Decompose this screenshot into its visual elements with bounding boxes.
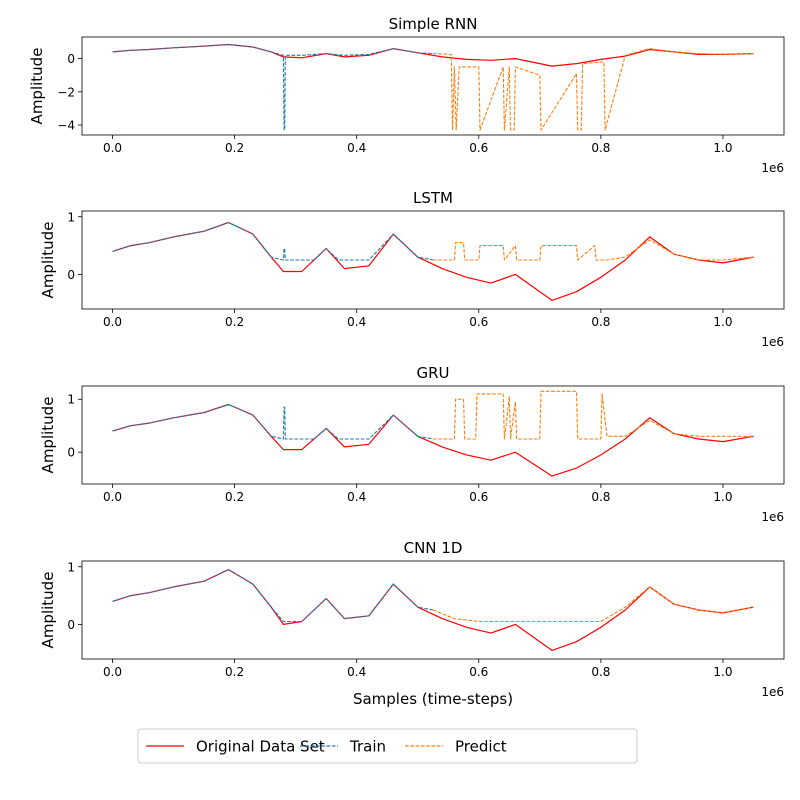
x-tick-label: 0.0 (103, 490, 122, 504)
x-tick-label: 0.0 (103, 141, 122, 155)
x-tick-label: 0.2 (225, 665, 244, 679)
legend-item-train: Train (300, 738, 386, 756)
x-tick-label: 1.0 (713, 490, 732, 504)
axes-frame (81, 560, 785, 660)
x-tick-label: 0.2 (225, 490, 244, 504)
legend-label: Original Data Set (196, 738, 325, 756)
subplot-gru: 0.0 0.2 0.4 0.6 0.8 1.0 0 1 1e6 GRU Amplitude (39, 364, 785, 524)
subplot-cnn-1d: 0.0 0.2 0.4 0.6 0.8 1.0 0 1 1e6 CNN 1D Amplitude Sa… (39, 539, 785, 708)
x-tick-label: 0.6 (469, 315, 488, 329)
y-tick-label: −4 (57, 119, 75, 133)
subplot-lstm: 0.0 0.2 0.4 0.6 0.8 1.0 0 1 1e6 LSTM Amplitude (39, 189, 785, 349)
x-tick-label: 0.4 (347, 141, 366, 155)
x-tick-label: 0.0 (103, 315, 122, 329)
series-line-train (112, 221, 434, 261)
axes-frame (81, 210, 785, 310)
x-tick-label: 1.0 (713, 665, 732, 679)
legend-item-original-data-set: Original Data Set (146, 738, 325, 756)
axes-frame (81, 36, 785, 136)
x-tick-label: 0.0 (103, 665, 122, 679)
x-tick-label: 0.8 (591, 490, 610, 504)
series-line-predict (432, 48, 754, 131)
subplot-title: Simple RNN (389, 15, 478, 33)
subplot-title: LSTM (413, 189, 453, 207)
y-tick-label: 1 (67, 393, 75, 407)
x-tick-label: 0.4 (347, 665, 366, 679)
x-offset-label: 1e6 (761, 335, 784, 349)
series-line-train (112, 403, 434, 440)
subplot-title: CNN 1D (404, 539, 463, 557)
y-axis-label: Amplitude (39, 222, 57, 299)
y-tick-label: 1 (67, 210, 75, 224)
y-tick-label: 0 (67, 618, 75, 632)
axes-frame (81, 385, 785, 485)
y-tick-label: 1 (67, 560, 75, 574)
x-offset-label: 1e6 (761, 685, 784, 699)
x-tick-label: 1.0 (713, 141, 732, 155)
series-group (112, 43, 754, 131)
x-axis-label: Samples (time-steps) (353, 690, 513, 708)
x-tick-label: 0.2 (225, 315, 244, 329)
x-tick-label: 0.6 (469, 490, 488, 504)
subplots-group: 0.0 0.2 0.4 0.6 0.8 1.0 0 −2 −4 1e6 Simple RNN Ampl… (28, 15, 785, 708)
x-tick-label: 0.6 (469, 665, 488, 679)
subplot-title: GRU (416, 364, 449, 382)
x-tick-label: 0.8 (591, 315, 610, 329)
x-tick-label: 0.2 (225, 141, 244, 155)
series-group (112, 221, 754, 301)
x-offset-label: 1e6 (761, 161, 784, 175)
series-line-train (112, 43, 434, 131)
series-line-predict (433, 239, 754, 261)
x-tick-label: 0.8 (591, 141, 610, 155)
subplot-simple-rnn: 0.0 0.2 0.4 0.6 0.8 1.0 0 −2 −4 1e6 Simple RNN Ampl… (28, 15, 785, 175)
x-tick-label: 0.4 (347, 315, 366, 329)
y-tick-label: 0 (67, 52, 75, 66)
y-tick-label: 0 (67, 268, 75, 282)
y-tick-label: 0 (67, 446, 75, 460)
x-offset-label: 1e6 (761, 510, 784, 524)
y-axis-label: Amplitude (39, 572, 57, 649)
series-group (112, 390, 754, 477)
legend-label: Predict (455, 738, 507, 756)
x-tick-label: 0.4 (347, 490, 366, 504)
x-tick-label: 0.8 (591, 665, 610, 679)
legend-frame (137, 728, 638, 764)
y-axis-label: Amplitude (39, 397, 57, 474)
series-line-train (112, 569, 434, 623)
legend-label: Train (349, 738, 386, 756)
series-group (112, 569, 754, 651)
y-axis-label: Amplitude (28, 48, 46, 125)
x-tick-label: 0.6 (469, 141, 488, 155)
legend: Original Data Set Train Predict (137, 728, 638, 764)
legend-item-predict: Predict (405, 738, 507, 756)
y-tick-label: −2 (57, 85, 75, 99)
x-tick-label: 1.0 (713, 315, 732, 329)
